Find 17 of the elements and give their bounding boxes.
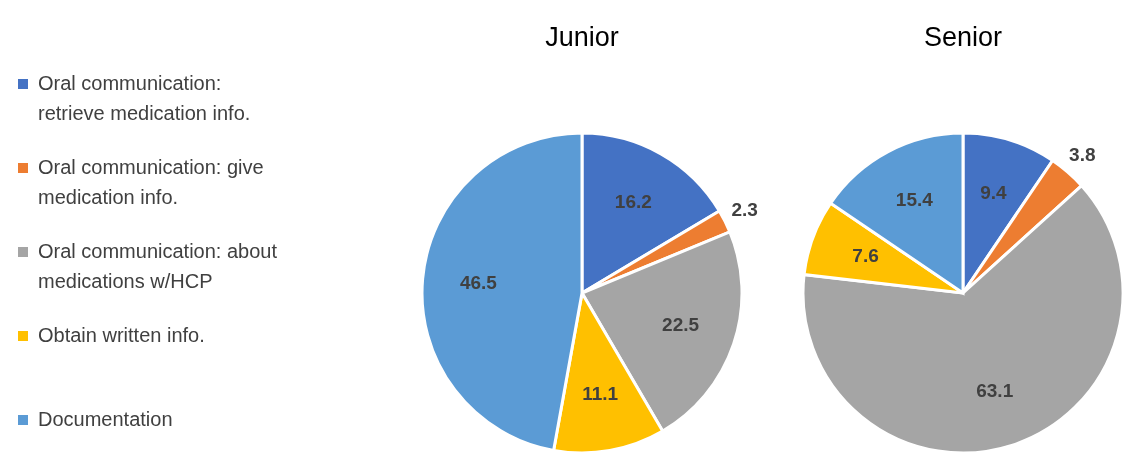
data-label: 2.3 — [731, 199, 758, 221]
data-label: 7.6 — [852, 244, 879, 266]
legend-label: Oral communication: about medications w/HCP — [38, 240, 278, 293]
chart-title: Junior — [545, 22, 619, 52]
data-label: 15.4 — [895, 189, 934, 211]
chart-title: Senior — [923, 22, 1003, 52]
legend-label: Obtain written info. — [38, 324, 205, 347]
legend-label: Oral communication: give medication info. — [38, 156, 264, 209]
data-label: 22.5 — [662, 314, 700, 336]
data-label: 3.8 — [1069, 143, 1096, 165]
legend-label: Documentation — [38, 408, 173, 431]
data-label: 46.5 — [459, 271, 498, 293]
data-label: 9.4 — [980, 181, 1008, 203]
data-label: 63.1 — [976, 380, 1014, 402]
data-label: 16.2 — [614, 190, 652, 212]
data-label: 11.1 — [582, 383, 619, 405]
legend-label: Oral communication: retrieve medication info. — [38, 72, 251, 125]
